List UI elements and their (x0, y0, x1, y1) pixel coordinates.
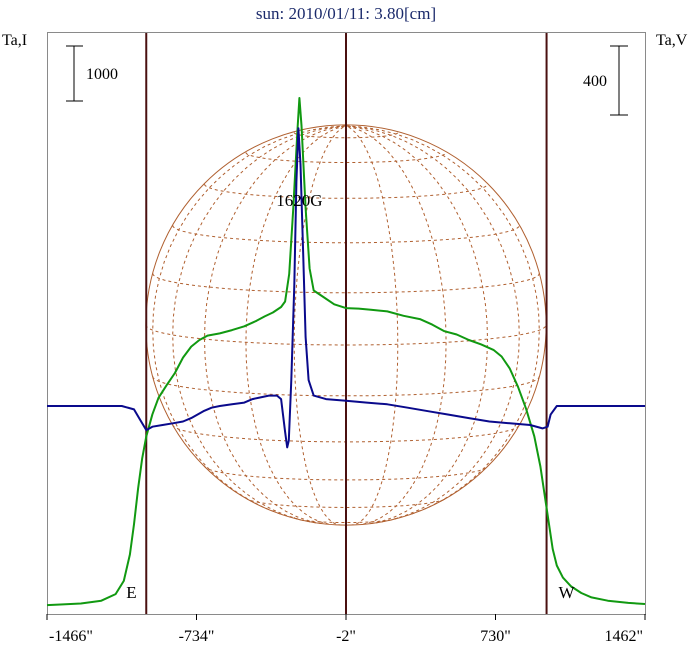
series-line-intensity (46, 97, 646, 607)
longitude-line (345, 125, 540, 515)
limb-label-east: E (126, 583, 136, 602)
x-tick-label: 1462" (604, 628, 643, 645)
longitude-line (152, 125, 347, 515)
longitude-line (345, 125, 399, 526)
scale-bar-left: 1000 (66, 45, 118, 102)
longitude-line (345, 125, 520, 524)
scale-bar-right-label: 400 (583, 73, 607, 90)
left-axis-label: Ta,I (2, 32, 27, 49)
longitude-line (345, 125, 447, 525)
series-line-polarization (47, 127, 645, 449)
longitude-line (172, 125, 347, 524)
source-annotation: 1620G (276, 191, 322, 210)
chart-title: sun: 2010/01/11: 3.80[cm] (256, 4, 436, 23)
longitude-line (203, 125, 347, 525)
scale-bar-right: 400 (583, 45, 628, 116)
x-tick-label: -734" (179, 628, 215, 645)
latitude-line (293, 517, 399, 523)
longitude-line (293, 125, 347, 526)
limb-label-west: W (559, 583, 576, 602)
latitude-line (204, 184, 488, 199)
series-layer (46, 97, 646, 607)
x-tick-label: 730" (480, 628, 511, 645)
right-axis-label: Ta,V (656, 32, 688, 49)
x-tick-label: -1466" (49, 628, 93, 645)
latitude-line (204, 465, 488, 481)
x-tick-label: -2" (336, 628, 356, 645)
x-axis-ticks: -1466" -734" -2" 730" 1462" (46, 614, 646, 645)
longitude-line (345, 125, 489, 525)
scale-bar-left-label: 1000 (86, 66, 118, 83)
